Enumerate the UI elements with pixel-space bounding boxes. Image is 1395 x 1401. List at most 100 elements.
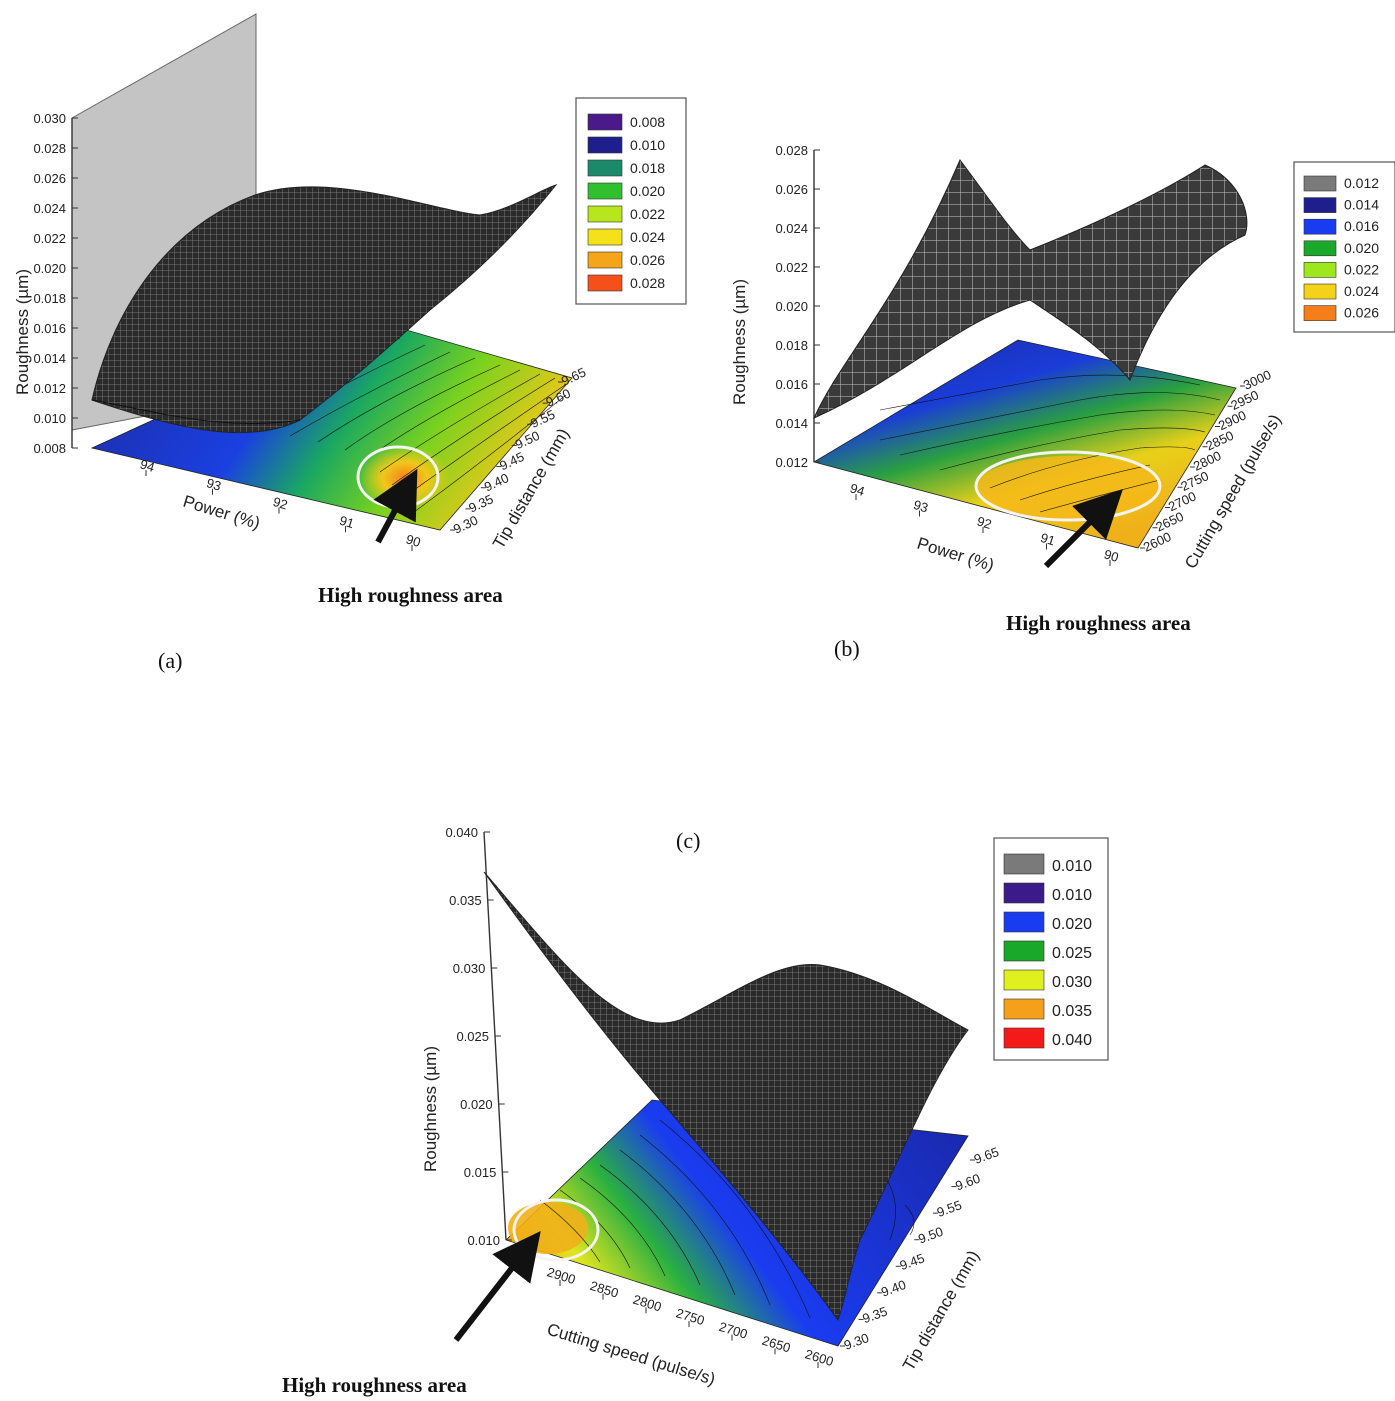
legend-swatch <box>1003 1027 1045 1049</box>
legend-swatch <box>587 136 623 154</box>
panel-a-z-ticks: 0.008 0.010 0.012 0.014 0.016 0.018 0.020 0.022… <box>33 111 78 456</box>
tick-label: 2900 <box>545 1264 577 1287</box>
tick-label: 0.028 <box>33 141 66 156</box>
legend-swatch <box>1303 305 1337 321</box>
legend-swatch <box>1003 882 1045 904</box>
panel-b-contour-lines <box>879 374 1221 513</box>
legend-swatch <box>587 251 623 269</box>
legend-label: 0.010 <box>1052 858 1092 875</box>
tick-label: 0.008 <box>33 441 66 456</box>
tick-label: 94 <box>848 480 866 499</box>
panel-b-arrow <box>1043 489 1123 569</box>
legend-label: 0.040 <box>1052 1032 1092 1049</box>
tick-label: 0.020 <box>775 299 808 314</box>
tick-label: 0.026 <box>33 171 66 186</box>
tick-label: 9.55 <box>935 1197 964 1220</box>
tick-label: 0.022 <box>775 260 808 275</box>
tick-label: 0.014 <box>33 351 66 366</box>
panel-a-surface-ridge <box>91 399 301 424</box>
legend-label: 0.030 <box>1052 974 1092 991</box>
panel-b-x-ticks: 94 93 92 91 90 <box>848 480 1120 566</box>
tick-label: 0.014 <box>775 416 808 431</box>
panel-b-legend: 0.012 0.014 0.016 0.020 0.022 0.024 0.026 <box>1303 175 1379 321</box>
legend-swatch <box>587 205 623 223</box>
panel-a-x-label: Power (%) <box>181 492 262 533</box>
panel-c-x-ticks: 2900 2850 2800 2750 2700 2650 2600 <box>545 1264 835 1369</box>
panel-c-highlight-ellipse <box>512 1198 600 1262</box>
tick-label: 0.024 <box>775 221 808 236</box>
tick-label: 9.65 <box>972 1144 1001 1167</box>
legend-label: 0.010 <box>1052 887 1092 904</box>
panel-b: 0.012 0.014 0.016 0.018 0.020 0.022 0.024 0.026… <box>730 143 1395 661</box>
legend-swatch <box>587 113 623 131</box>
tick-label: 92 <box>271 494 289 513</box>
legend-swatch <box>1303 240 1337 257</box>
legend-label: 0.026 <box>1344 305 1379 321</box>
tick-label: 94 <box>138 456 156 475</box>
panel-c-arrow <box>453 1231 541 1342</box>
tick-label: 0.025 <box>456 1029 489 1044</box>
panel-c-annotation: High roughness area <box>282 1373 467 1397</box>
tick-label: 0.012 <box>775 455 808 470</box>
tick-label: 0.028 <box>775 143 808 158</box>
panel-a-z-label: Roughness (µm) <box>13 269 32 395</box>
legend-swatch <box>587 274 623 292</box>
tick-label: 9.30 <box>451 512 480 536</box>
tick-label: 0.020 <box>33 261 66 276</box>
legend-swatch <box>1303 262 1337 278</box>
panel-a-caption: (a) <box>158 648 182 673</box>
tick-label: 0.016 <box>775 377 808 392</box>
panel-c-surface <box>483 871 969 1322</box>
panel-a-arrow <box>373 468 418 544</box>
tick-label: 2650 <box>760 1333 792 1356</box>
panel-b-z-label: Roughness (µm) <box>730 279 749 405</box>
tick-label: 0.024 <box>33 201 66 216</box>
tick-label: 93 <box>912 497 930 516</box>
tick-label: 0.010 <box>467 1233 500 1248</box>
tick-label: 9.60 <box>953 1171 982 1194</box>
tick-label: 0.012 <box>33 381 66 396</box>
tick-label: 0.035 <box>449 893 482 908</box>
legend-label: 0.020 <box>630 183 665 199</box>
tick-label: 0.018 <box>775 338 808 353</box>
legend-label: 0.008 <box>630 114 665 130</box>
panel-b-caption: (b) <box>834 636 860 661</box>
legend-swatch <box>1303 197 1337 213</box>
tick-label: 0.022 <box>33 231 66 246</box>
legend-label: 0.024 <box>1344 283 1379 299</box>
legend-swatch <box>1303 175 1337 192</box>
legend-swatch <box>1303 218 1337 235</box>
panel-a-annotation: High roughness area <box>318 583 503 607</box>
tick-label: 0.018 <box>33 291 66 306</box>
legend-label: 0.022 <box>1344 261 1379 277</box>
panel-b-x-label: Power (%) <box>915 534 996 575</box>
tick-label: 9.45 <box>898 1250 927 1273</box>
tick-label: 91 <box>1039 530 1057 549</box>
legend-label: 0.018 <box>630 160 665 176</box>
legend-swatch <box>587 228 623 246</box>
tick-label: 9.30 <box>842 1330 871 1353</box>
tick-label: 0.040 <box>445 825 478 840</box>
panel-b-z-ticks: 0.012 0.014 0.016 0.018 0.020 0.022 0.024 0.026… <box>775 143 820 470</box>
tick-label: 2800 <box>631 1292 663 1315</box>
tick-label: 9.35 <box>860 1303 889 1326</box>
tick-label: 92 <box>975 513 993 532</box>
tick-label: 0.020 <box>460 1097 493 1112</box>
tick-label: 3000 <box>1241 367 1274 393</box>
tick-label: 0.015 <box>464 1165 497 1180</box>
legend-swatch <box>1003 853 1045 875</box>
legend-label: 0.022 <box>630 206 665 222</box>
tick-label: 2600 <box>803 1346 835 1369</box>
legend-label: 0.020 <box>1344 240 1379 256</box>
legend-swatch <box>1303 283 1337 300</box>
legend-label: 0.020 <box>1052 916 1092 933</box>
panel-c-z-ticks: 0.010 0.015 0.020 0.025 0.030 0.035 0.040 <box>445 825 512 1248</box>
tick-label: 90 <box>404 531 422 550</box>
tick-label: 90 <box>1102 546 1120 565</box>
tick-label: 2850 <box>588 1278 620 1301</box>
panel-c-legend: 0.010 0.010 0.020 0.025 0.030 0.035 0.040 <box>1003 853 1092 1049</box>
panel-c-x-label: Cutting speed (pulse/s) <box>545 1320 718 1389</box>
legend-label: 0.025 <box>1052 945 1092 962</box>
tick-label: 93 <box>205 475 223 494</box>
